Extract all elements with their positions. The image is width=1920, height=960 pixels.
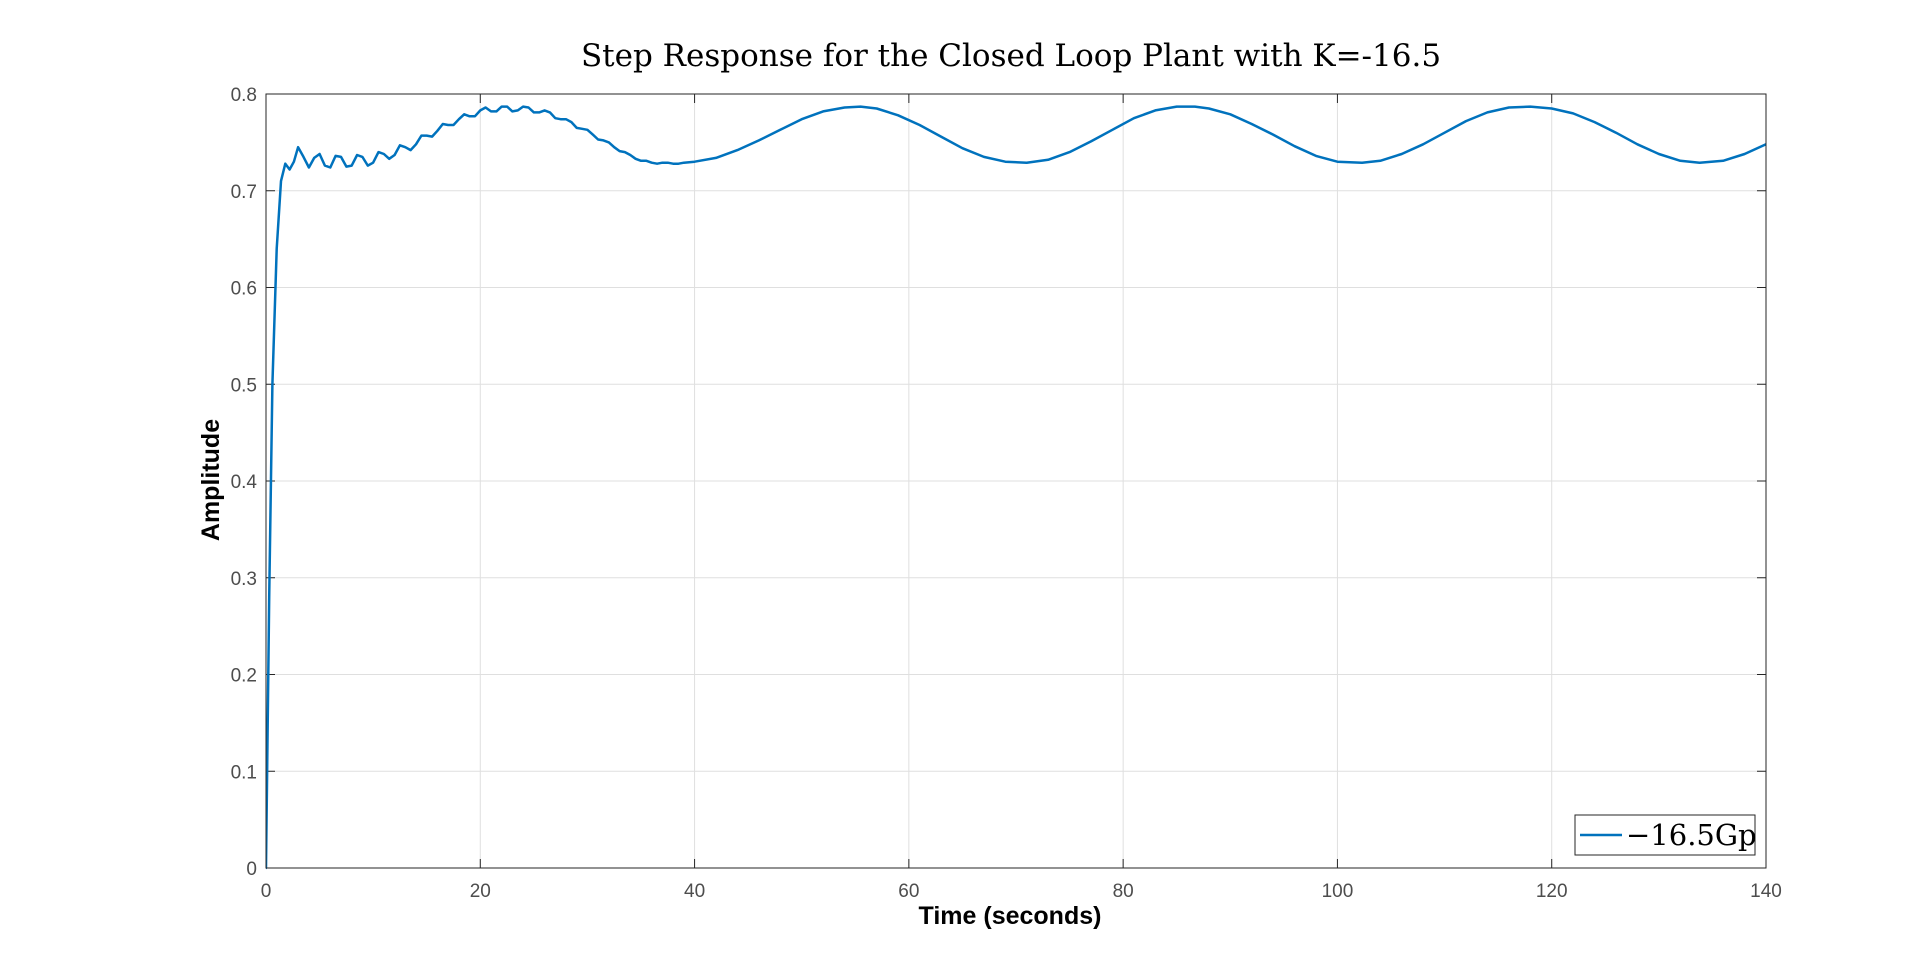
y-axis-label: Amplitude bbox=[197, 419, 225, 541]
x-tick-label: 120 bbox=[1536, 881, 1568, 902]
y-tick-label: 0.1 bbox=[231, 762, 257, 783]
x-tick-label: 20 bbox=[470, 881, 491, 902]
x-tick-label: 100 bbox=[1322, 881, 1354, 902]
y-tick-label: 0.4 bbox=[231, 472, 258, 493]
y-tick-label: 0.8 bbox=[231, 85, 257, 106]
x-tick-label: 80 bbox=[1113, 881, 1134, 902]
y-tick-label: 0.5 bbox=[231, 375, 257, 396]
x-axis-label: Time (seconds) bbox=[919, 902, 1102, 930]
y-tick-label: 0.2 bbox=[231, 666, 257, 687]
legend-series-label: −16.5Gp bbox=[1626, 818, 1757, 852]
x-tick-label: 0 bbox=[261, 881, 272, 902]
series-line bbox=[266, 105, 1766, 870]
legend-box bbox=[1574, 814, 1756, 856]
x-tick-label: 40 bbox=[684, 881, 705, 902]
plot-border bbox=[265, 93, 1767, 869]
x-tick-label: 60 bbox=[898, 881, 919, 902]
y-tick-label: 0.6 bbox=[231, 279, 257, 300]
x-tick-label: 140 bbox=[1750, 881, 1782, 902]
tick-marks bbox=[265, 93, 1767, 869]
chart-title: Step Response for the Closed Loop Plant … bbox=[581, 38, 1441, 74]
y-tick-labels: 0 0.1 0.2 0.3 0.4 0.5 0.6 0.7 0.8 bbox=[231, 85, 258, 880]
y-tick-label: 0 bbox=[246, 859, 257, 880]
grid-lines bbox=[266, 94, 1766, 868]
series-lines bbox=[266, 105, 1766, 870]
y-tick-label: 0.3 bbox=[231, 569, 257, 590]
x-tick-labels: 0 20 40 60 80 100 120 140 bbox=[261, 881, 1782, 902]
y-tick-label: 0.7 bbox=[231, 182, 257, 203]
legend: −16.5Gp bbox=[1574, 814, 1757, 856]
